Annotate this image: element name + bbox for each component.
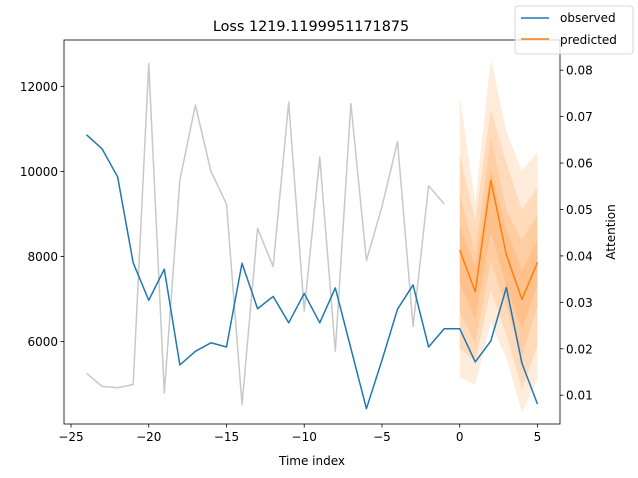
- y-right-tick-label: 0.08: [566, 64, 593, 78]
- x-tick-label: −25: [58, 430, 83, 444]
- legend-label-predicted: predicted: [560, 33, 617, 47]
- y-left-tick-label: 10000: [20, 165, 58, 179]
- y-right-tick-label: 0.03: [566, 296, 593, 310]
- attention-series: [86, 62, 445, 406]
- series-line-predicted: [459, 179, 539, 301]
- x-axis-title: Time index: [278, 454, 345, 468]
- y-right-tick-label: 0.01: [566, 389, 593, 403]
- x-tick-label: −5: [373, 430, 391, 444]
- y-left-tick-label: 12000: [20, 80, 58, 94]
- plot-area-frame: [63, 39, 561, 425]
- attention-line: [86, 62, 445, 406]
- x-axis: −25 −20 −15 −10 −5 0 5: [58, 424, 541, 444]
- y-right-tick-label: 0.05: [566, 203, 593, 217]
- quantile-bands: [459, 58, 538, 413]
- x-tick-label: −20: [136, 430, 161, 444]
- x-tick-label: 5: [534, 430, 542, 444]
- series-line-observed: [86, 134, 539, 410]
- y-right-tick-label: 0.02: [566, 342, 593, 356]
- legend: observed predicted: [514, 5, 634, 55]
- data-series: [86, 134, 539, 410]
- y-right-tick-label: 0.07: [566, 110, 593, 124]
- quantile-band-1: [459, 108, 538, 390]
- y-right-tick-label: 0.04: [566, 249, 593, 263]
- x-tick-label: 0: [456, 430, 464, 444]
- quantile-band-2: [459, 137, 538, 357]
- y-axis-right: 0.01 0.02 0.03 0.04 0.05 0.06 0.07 0.08: [560, 64, 593, 403]
- legend-label-observed: observed: [560, 11, 616, 25]
- quantile-band-0: [459, 58, 538, 413]
- x-tick-label: −10: [292, 430, 317, 444]
- y-left-tick-label: 6000: [27, 335, 58, 349]
- chart-title: Loss 1219.1199951171875: [213, 19, 409, 35]
- y-left-tick-label: 8000: [27, 250, 58, 264]
- y-axis-left: 6000 8000 10000 12000: [20, 80, 64, 349]
- y-axis-right-title: Attention: [604, 204, 618, 259]
- x-tick-label: −15: [214, 430, 239, 444]
- y-right-tick-label: 0.06: [566, 157, 593, 171]
